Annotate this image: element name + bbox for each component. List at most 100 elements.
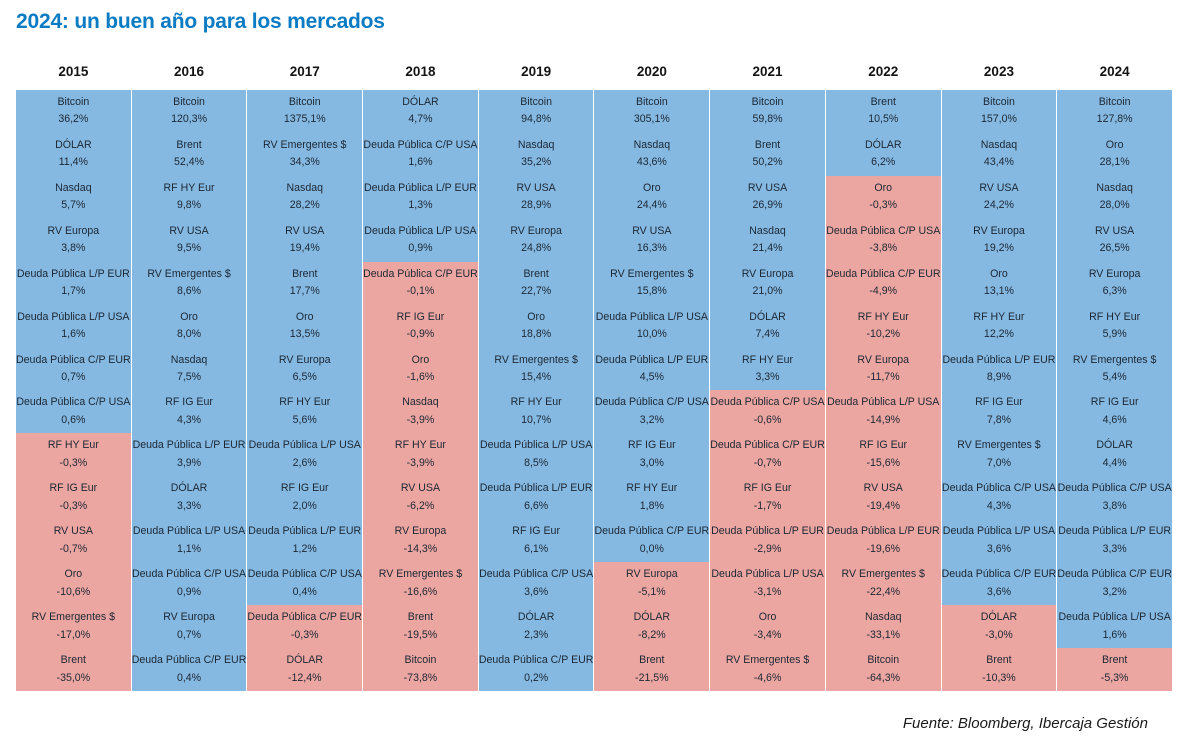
asset-name: Bitcoin: [867, 654, 900, 667]
asset-name: Brent: [176, 138, 202, 151]
year-header: 2024: [1099, 64, 1130, 79]
asset-return: 28,0%: [1099, 199, 1130, 212]
asset-cell: DÓLAR 4,4%: [1057, 433, 1172, 477]
asset-return: 1375,1%: [283, 113, 326, 126]
asset-name: RV Emergentes $: [378, 568, 463, 581]
asset-cell: RV Europa 0,7%: [131, 605, 247, 649]
asset-name: Oro: [527, 310, 545, 323]
asset-return: -1,6%: [406, 371, 435, 384]
asset-return: -0,3%: [59, 456, 88, 469]
asset-name: Brent: [1101, 654, 1128, 667]
asset-cell: Deuda Pública C/P EUR 0,2%: [478, 648, 594, 691]
asset-return: 5,7%: [61, 199, 86, 212]
asset-name: Deuda Pública L/P USA: [711, 568, 824, 581]
asset-cell: Deuda Pública L/P EUR 1,2%: [247, 519, 363, 563]
asset-cell: Deuda Pública L/P EUR 3,3%: [1057, 519, 1172, 563]
asset-cell: RF IG Eur 2,0%: [247, 476, 363, 520]
asset-name: Brent: [754, 138, 781, 151]
asset-return: 18,8%: [521, 328, 552, 341]
asset-cell: RV USA 24,2%: [941, 175, 1057, 219]
asset-name: RV USA: [400, 482, 441, 495]
asset-cell: RF IG Eur 4,3%: [131, 390, 247, 434]
asset-return: 21,0%: [752, 285, 783, 298]
asset-cell: Oro -1,6%: [363, 347, 478, 391]
asset-name: Deuda Pública C/P USA: [247, 568, 362, 581]
asset-return: 3,3%: [176, 499, 202, 512]
asset-name: RF HY Eur: [1089, 310, 1141, 323]
asset-name: Deuda Pública L/P EUR: [248, 525, 362, 538]
asset-name: Oro: [1105, 138, 1124, 151]
asset-cell: DÓLAR 11,4%: [16, 132, 131, 176]
asset-name: RF HY Eur: [742, 353, 794, 366]
asset-return: 3,3%: [755, 371, 780, 384]
asset-return: 3,2%: [639, 413, 664, 426]
asset-cell: Bitcoin 120,3%: [131, 90, 247, 133]
asset-return: 127,8%: [1096, 113, 1133, 126]
asset-cell: Deuda Pública C/P USA -3,8%: [825, 218, 941, 262]
asset-return: -3,9%: [406, 456, 435, 469]
asset-return: -3,0%: [985, 628, 1013, 641]
asset-cell: RF HY Eur 9,8%: [131, 175, 247, 219]
asset-name: Deuda Pública L/P USA: [132, 525, 246, 538]
asset-cell: Deuda Pública C/P EUR 3,2%: [1057, 562, 1172, 606]
asset-cell: Bitcoin 1375,1%: [247, 90, 363, 133]
asset-cell: RV USA 28,9%: [478, 175, 594, 219]
asset-name: RF IG Eur: [1090, 396, 1139, 409]
asset-return: 9,5%: [176, 242, 202, 255]
asset-name: Deuda Pública L/P USA: [248, 439, 361, 452]
asset-name: Oro: [874, 181, 893, 194]
asset-cell: RV Emergentes $ 15,8%: [594, 261, 710, 305]
asset-cell: Oro 18,8%: [478, 304, 594, 348]
asset-return: 1,6%: [61, 328, 86, 341]
asset-return: -10,6%: [56, 585, 91, 598]
asset-name: RF HY Eur: [510, 396, 562, 409]
asset-cell: RV Emergentes $ 34,3%: [247, 132, 363, 176]
asset-return: 28,1%: [1099, 156, 1130, 169]
asset-return: -22,4%: [866, 585, 901, 598]
asset-return: 3,8%: [61, 242, 86, 255]
asset-name: Nasdaq: [402, 396, 439, 409]
asset-name: RV USA: [632, 224, 672, 237]
asset-cell: Deuda Pública L/P EUR 3,9%: [131, 433, 247, 477]
asset-cell: Deuda Pública C/P EUR 3,6%: [941, 562, 1057, 606]
asset-return: 0,7%: [176, 628, 202, 641]
asset-name: RV Emergentes $: [841, 568, 925, 581]
year-column: Bitcoin 1375,1% RV Emergentes $ 34,3% Nasdaq…: [247, 90, 363, 691]
asset-cell: Deuda Pública C/P EUR 0,7%: [16, 347, 131, 391]
asset-return: 0,6%: [61, 413, 86, 426]
asset-name: Deuda Pública C/P USA: [710, 396, 825, 409]
asset-cell: Oro 8,0%: [131, 304, 247, 348]
asset-return: 1,2%: [292, 542, 317, 555]
asset-name: Deuda Pública C/P USA: [16, 396, 131, 409]
asset-name: DÓLAR: [980, 611, 1018, 624]
asset-return: -19,5%: [403, 628, 438, 641]
asset-name: RF HY Eur: [626, 482, 678, 495]
asset-cell: Brent -35,0%: [16, 648, 131, 691]
asset-name: DÓLAR: [402, 95, 439, 108]
asset-cell: RF HY Eur -0,3%: [16, 433, 131, 477]
asset-cell: Brent 17,7%: [247, 261, 363, 305]
asset-return: -5,3%: [1100, 671, 1129, 684]
year-header: 2022: [868, 64, 899, 79]
asset-cell: Deuda Pública L/P EUR -19,6%: [825, 519, 941, 563]
asset-cell: RV Emergentes $ -17,0%: [16, 605, 131, 649]
asset-cell: Deuda Pública L/P EUR 1,3%: [363, 175, 478, 219]
asset-cell: Oro -0,3%: [825, 175, 941, 219]
asset-cell: Nasdaq 35,2%: [478, 132, 594, 176]
asset-cell: RV Europa -14,3%: [363, 519, 478, 563]
asset-name: RF HY Eur: [47, 439, 99, 452]
asset-cell: Deuda Pública C/P USA 0,9%: [131, 562, 247, 606]
asset-return: 0,4%: [176, 671, 202, 684]
asset-return: 4,6%: [1102, 413, 1127, 426]
asset-cell: Oro -3,4%: [710, 605, 825, 649]
asset-name: Deuda Pública L/P EUR: [132, 439, 246, 452]
asset-name: RV USA: [516, 181, 556, 194]
asset-name: RF IG Eur: [627, 439, 676, 452]
asset-cell: Oro 24,4%: [594, 175, 710, 219]
asset-return: 5,9%: [1102, 328, 1127, 341]
asset-return: 0,0%: [639, 542, 664, 555]
asset-return: 0,7%: [61, 371, 86, 384]
asset-cell: Oro 13,5%: [247, 304, 363, 348]
asset-name: Deuda Pública C/P USA: [479, 568, 594, 581]
asset-return: 35,2%: [521, 156, 552, 169]
